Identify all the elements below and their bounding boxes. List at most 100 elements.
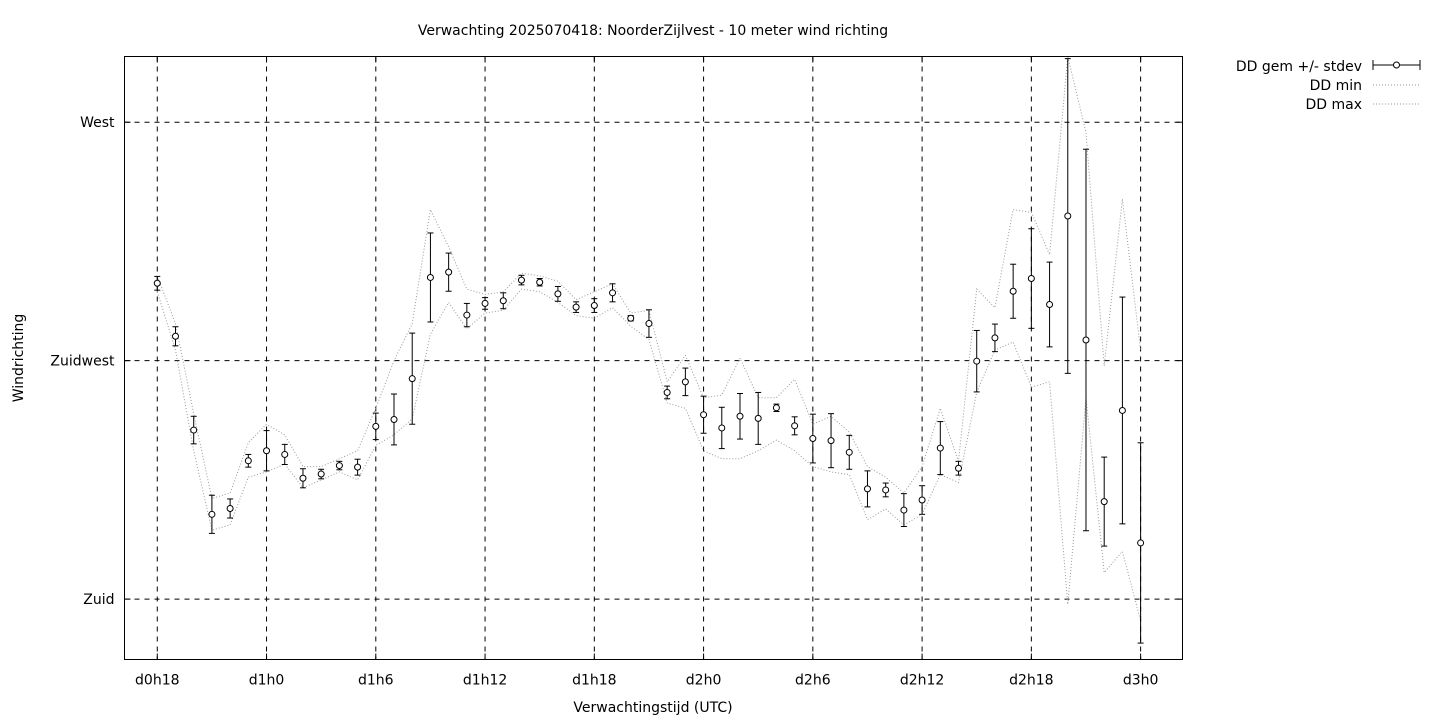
mean-marker [991,334,999,342]
mean-marker [627,314,635,322]
mean-marker [408,375,416,383]
errorbar-point [973,329,981,393]
errorbar-point [991,323,999,353]
legend-entry-max: DD max [1305,97,1420,113]
mean-marker [809,435,817,443]
errorbar-point [609,283,617,303]
errorbar-point [517,274,525,286]
x-tick-label: d1h6 [358,673,394,689]
errorbar-point [317,468,325,480]
errorbar-point [645,309,653,338]
mean-marker [463,311,471,319]
mean-marker [372,422,380,430]
mean-marker [1118,406,1126,414]
errorbar-point [463,302,471,328]
mean-marker [536,278,544,286]
mean-marker [1027,275,1035,283]
grid [124,56,1183,660]
errorbar-point [791,416,799,436]
dd-min-line [156,288,1142,621]
y-tick-label: West [80,115,115,131]
mean-marker [1137,539,1145,547]
errorbar-point [354,458,362,476]
x-tick-label: d2h6 [795,673,831,689]
y-axis: Zuid Zuidwest West [50,115,1183,608]
legend-entry-min: DD min [1310,78,1420,94]
dd-min-path [156,288,1142,621]
legend-swatch-errorbar [1372,60,1421,70]
errorbar-point [1064,58,1072,374]
x-tick-label: d2h12 [900,673,944,689]
legend-label-max: DD max [1305,97,1362,113]
errorbar-point [335,460,343,471]
x-tick-label: d3h0 [1123,673,1159,689]
x-tick-label: d1h0 [249,673,285,689]
errorbar-point [809,413,817,464]
errorbar-point [153,275,161,291]
chart-title: Verwachting 2025070418: NoorderZijlvest … [418,23,888,39]
legend-label-min: DD min [1310,78,1362,94]
errorbar-point [263,430,271,472]
mean-marker [1100,498,1108,506]
y-tick-label: Zuid [83,592,114,608]
errorbar-point [299,468,307,489]
x-axis: d0h18 d1h0 d1h6 d1h12 d1h18 d2h0 d2h6 d2h12 d2h1… [135,56,1159,689]
errorbar-point [499,292,507,310]
mean-marker [517,276,525,284]
dd-errorbars [153,58,1145,644]
errorbar-point [208,494,216,534]
x-tick-label: d1h18 [572,673,616,689]
errorbar-point [572,301,580,313]
errorbar-point [845,434,853,470]
mean-marker [918,496,926,504]
y-axis-label: Windrichting [11,314,27,403]
errorbar-point [772,403,780,413]
mean-marker [317,470,325,478]
errorbar-point [1046,261,1054,348]
mean-marker [390,415,398,423]
errorbar-point [1118,296,1126,525]
errorbar-point [955,460,963,476]
legend-entry-mean: DD gem +/- stdev [1236,59,1421,75]
mean-marker [681,378,689,386]
mean-marker [190,426,198,434]
mean-marker [299,474,307,482]
mean-marker [863,485,871,493]
mean-marker [281,450,289,458]
x-tick-label: d2h18 [1009,673,1053,689]
x-tick-label: d0h18 [135,673,179,689]
mean-marker [171,332,179,340]
dd-max-line [156,56,1142,500]
x-tick-label: d2h0 [686,673,722,689]
mean-marker [736,412,744,420]
errorbar-point [281,443,289,466]
mean-marker [772,404,780,412]
errorbar-point [536,278,544,287]
mean-marker [354,463,362,471]
x-axis-label: Verwachtingstijd (UTC) [573,700,732,716]
mean-marker [936,444,944,452]
errorbar-point [171,326,179,347]
errorbar-point [372,412,380,441]
mean-marker [590,302,598,310]
errorbar-point [190,415,198,445]
mean-marker [754,414,762,422]
mean-marker [700,411,708,419]
errorbar-point [554,285,562,302]
y-tick-label: Zuidwest [50,354,115,370]
errorbar-point [1137,442,1145,644]
errorbar-point [736,393,744,440]
errorbar-point [827,413,835,469]
errorbar-point [445,252,453,292]
mean-marker [481,299,489,307]
mean-marker [208,510,216,518]
errorbar-point [900,493,908,528]
mean-marker [153,279,161,287]
mean-marker [554,290,562,298]
mean-marker [882,486,890,494]
mean-marker [1064,212,1072,220]
mean-marker [445,268,453,276]
errorbar-point [426,232,434,323]
errorbar-point [590,298,598,313]
dd-max-path [156,56,1142,500]
